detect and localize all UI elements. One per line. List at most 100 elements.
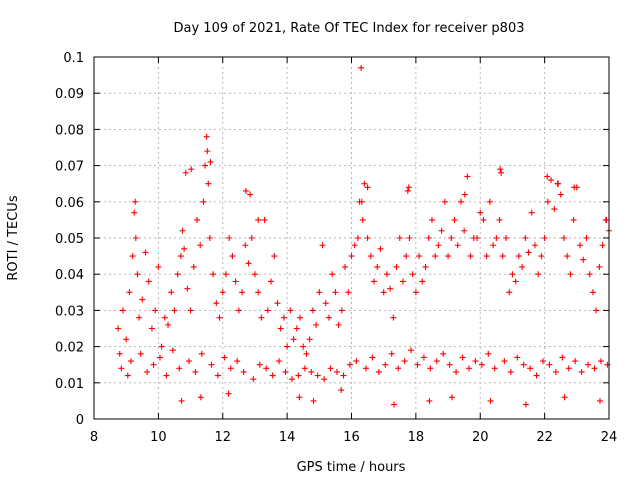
data-point	[472, 358, 479, 365]
data-point	[188, 166, 195, 173]
data-point	[369, 354, 376, 361]
data-point	[255, 289, 262, 296]
data-point	[426, 397, 433, 404]
data-point	[124, 372, 131, 379]
data-point	[234, 358, 241, 365]
chart-title: Day 109 of 2021, Rate Of TEC Index for r…	[174, 21, 525, 36]
data-point	[134, 271, 141, 278]
data-point	[327, 365, 334, 372]
data-point	[490, 242, 497, 249]
data-point	[585, 361, 592, 368]
data-point	[461, 191, 468, 198]
data-point	[487, 397, 494, 404]
data-point	[567, 271, 574, 278]
data-point	[174, 271, 181, 278]
data-point	[150, 361, 157, 368]
y-tick-label: 0	[76, 413, 84, 428]
x-tick-label: 24	[601, 430, 618, 445]
data-point	[414, 361, 421, 368]
data-point	[480, 216, 487, 223]
data-point	[179, 227, 186, 234]
data-point	[514, 354, 521, 361]
data-point	[142, 249, 149, 256]
data-point	[261, 216, 268, 223]
data-point	[316, 289, 323, 296]
data-point	[451, 216, 458, 223]
data-point	[131, 209, 138, 216]
data-point	[251, 271, 258, 278]
data-point	[239, 289, 246, 296]
data-point	[342, 263, 349, 270]
data-point	[560, 235, 567, 241]
data-point	[303, 350, 310, 357]
data-point	[359, 216, 366, 223]
data-point	[348, 253, 355, 260]
data-point	[364, 184, 371, 191]
data-point	[454, 242, 461, 249]
data-point	[187, 307, 194, 314]
data-point	[416, 253, 423, 260]
data-point	[440, 350, 447, 357]
data-point	[219, 289, 226, 296]
y-tick-label: 0.08	[55, 123, 84, 138]
data-point	[374, 263, 381, 270]
data-point	[586, 271, 593, 278]
data-point	[313, 321, 320, 328]
data-point	[155, 263, 162, 270]
x-tick-label: 22	[536, 430, 553, 445]
data-point	[200, 198, 207, 205]
data-point	[406, 235, 413, 241]
data-point	[358, 198, 365, 205]
data-point	[519, 263, 526, 270]
data-point	[522, 401, 529, 408]
data-point	[229, 253, 236, 260]
data-point	[332, 289, 339, 296]
data-point	[176, 365, 183, 372]
data-point	[137, 350, 144, 357]
data-point	[396, 235, 403, 241]
data-point	[306, 336, 313, 343]
data-point	[422, 263, 429, 270]
data-point	[486, 198, 493, 205]
y-tick-label: 0.03	[55, 304, 84, 319]
data-point	[132, 235, 139, 241]
data-point	[232, 278, 239, 285]
data-point	[250, 376, 257, 383]
data-point	[383, 271, 390, 278]
y-tick-label: 0.06	[55, 196, 84, 211]
data-point	[264, 307, 271, 314]
data-point	[190, 263, 197, 270]
data-point	[512, 278, 519, 285]
data-point	[596, 263, 603, 270]
grid-lines	[94, 57, 609, 419]
data-point	[269, 372, 276, 379]
x-tick-label: 20	[472, 430, 489, 445]
data-point	[263, 365, 270, 372]
y-tick-label: 0.02	[55, 341, 84, 356]
data-point	[194, 216, 200, 223]
y-tick-label: 0.04	[55, 268, 84, 283]
data-point	[222, 271, 229, 278]
data-point	[433, 358, 440, 365]
data-point	[453, 368, 460, 375]
data-point	[255, 216, 262, 223]
data-point	[420, 354, 427, 361]
y-axis-label: ROTI / TECUs	[6, 195, 21, 280]
data-point	[520, 361, 527, 368]
x-tick-label: 16	[343, 430, 360, 445]
data-point	[477, 209, 484, 216]
data-point	[293, 325, 300, 332]
data-point	[144, 368, 151, 375]
x-tick-label: 8	[90, 430, 98, 445]
data-point	[498, 169, 505, 176]
data-point	[603, 216, 610, 223]
data-point	[321, 376, 328, 383]
data-point	[354, 235, 361, 241]
data-point	[432, 253, 439, 260]
data-point	[565, 365, 572, 372]
data-point	[589, 289, 596, 296]
data-point	[128, 358, 135, 365]
data-point	[387, 285, 394, 292]
data-point	[248, 235, 255, 241]
